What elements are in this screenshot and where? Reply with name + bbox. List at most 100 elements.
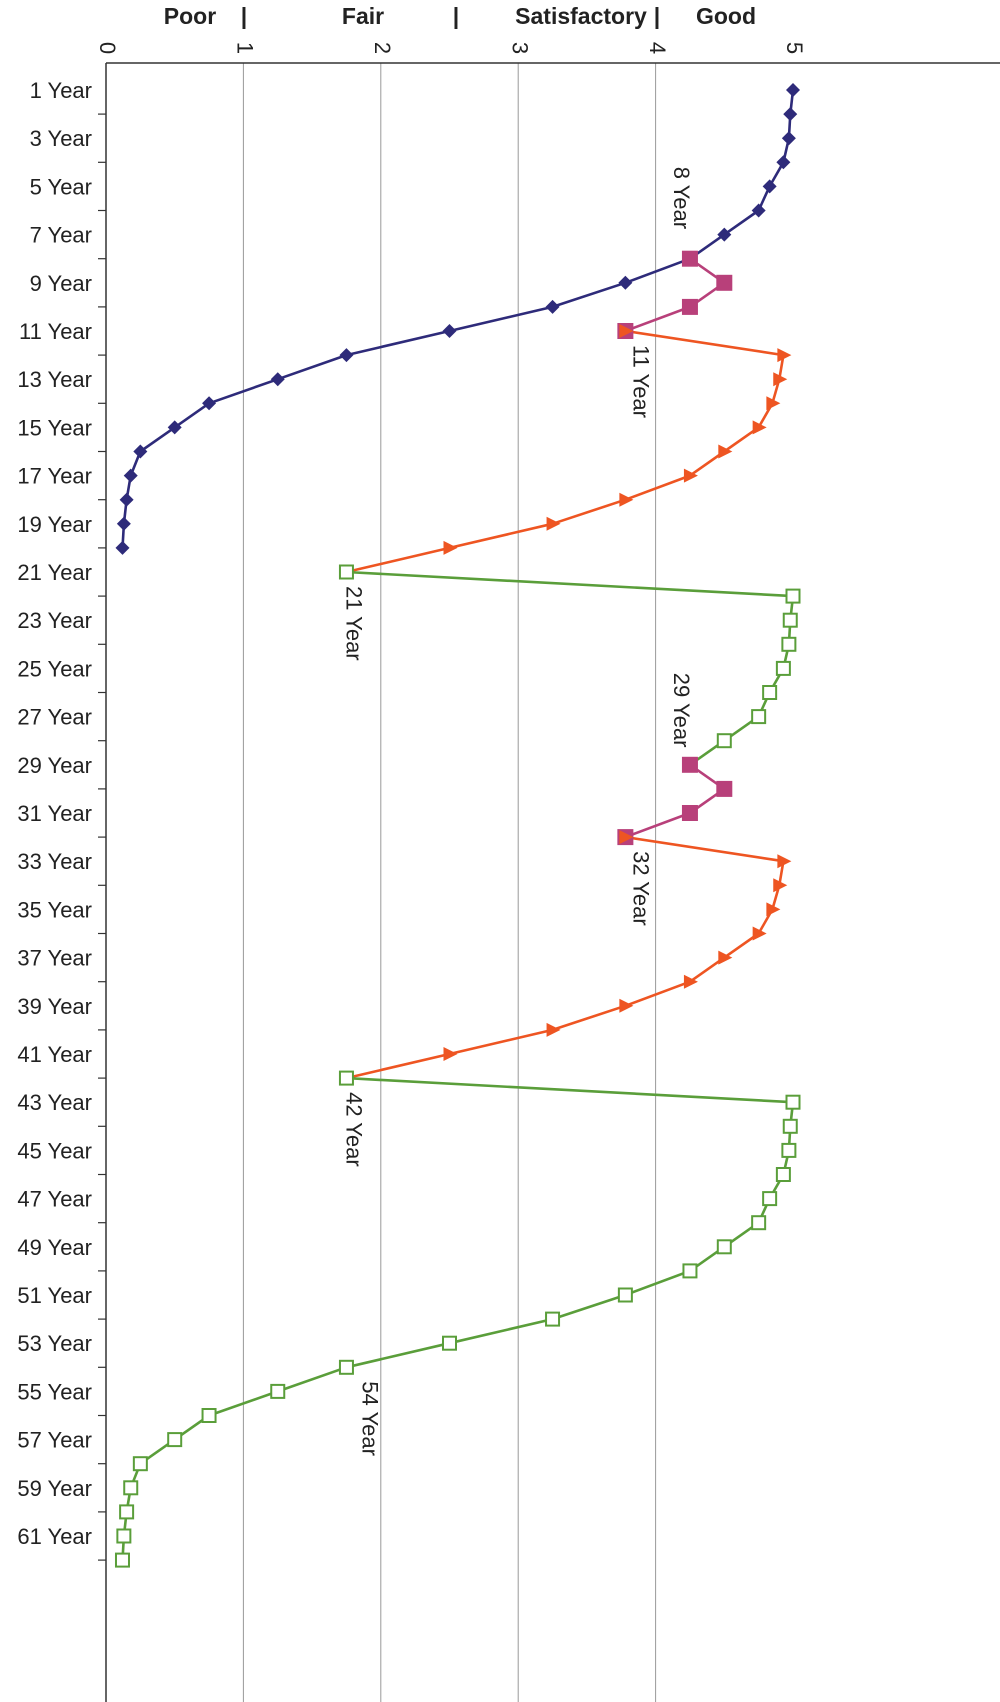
open-square-marker: [762, 1191, 778, 1207]
category-tick-label: 45 Year: [17, 1138, 92, 1163]
series-line-2: [624, 257, 726, 333]
open-square-marker: [782, 1118, 798, 1134]
triangle-marker: [546, 516, 561, 531]
open-square-marker: [716, 733, 732, 749]
category-tick-label: 57 Year: [17, 1428, 92, 1453]
axes: [98, 62, 1000, 1702]
diamond-marker: [776, 155, 791, 170]
triangle-marker: [683, 468, 698, 483]
annotation-label: 32 Year: [629, 851, 654, 926]
filled-square-marker: [681, 756, 698, 773]
open-square-marker: [775, 1167, 791, 1182]
triangle-marker: [619, 324, 634, 338]
value-tick-label: 1: [233, 42, 258, 54]
value-axis-ticks: 0 1 2 3 4 5: [95, 42, 807, 54]
diamond-marker: [202, 396, 217, 411]
diamond-marker: [123, 468, 138, 483]
category-tick-label: 39 Year: [17, 994, 92, 1019]
series-line-6: [346, 835, 785, 1080]
category-tick-label: 55 Year: [17, 1379, 92, 1404]
triangle-marker: [752, 420, 767, 435]
open-square-marker: [781, 1142, 797, 1158]
open-square-marker: [785, 1094, 801, 1110]
annotation-label: 29 Year: [669, 673, 694, 748]
rating-label: Poor: [164, 3, 216, 29]
open-square-marker: [775, 660, 791, 676]
annotation-label: 21 Year: [342, 586, 367, 661]
triangle-marker: [683, 974, 698, 989]
diamond-marker: [618, 275, 633, 290]
triangle-marker: [777, 348, 792, 363]
filled-square-marker: [716, 780, 733, 797]
open-square-marker: [716, 1239, 732, 1255]
filled-square-marker: [681, 250, 698, 267]
triangle-marker: [619, 492, 634, 507]
open-square-marker: [682, 1263, 698, 1279]
annotation-label: 42 Year: [342, 1092, 367, 1167]
rating-label: Satisfactory: [515, 3, 647, 29]
category-tick-label: 3 Year: [30, 126, 92, 151]
open-square-marker: [167, 1432, 183, 1448]
diamond-marker: [339, 348, 354, 363]
diamond-marker: [717, 227, 732, 242]
category-tick-label: 37 Year: [17, 946, 92, 971]
category-tick-label: 27 Year: [17, 705, 92, 730]
open-square-marker: [782, 612, 798, 628]
open-square-marker: [116, 1528, 132, 1544]
category-tick-label: 5 Year: [30, 174, 92, 199]
category-tick-label: 53 Year: [17, 1331, 92, 1356]
diamond-marker: [167, 420, 182, 435]
value-tick-label: 5: [782, 42, 807, 54]
annotation-label: 54 Year: [358, 1381, 383, 1456]
rating-label: |: [654, 3, 660, 29]
open-square-marker: [442, 1335, 457, 1351]
diamond-marker: [133, 444, 148, 459]
value-tick-label: 3: [507, 42, 532, 54]
series-line-1: [121, 89, 795, 548]
diamond-marker: [783, 107, 798, 122]
triangle-marker: [766, 396, 781, 411]
open-square-marker: [270, 1383, 286, 1399]
diamond-marker: [786, 83, 800, 97]
open-square-marker: [114, 1552, 130, 1568]
rating-label: Fair: [342, 3, 384, 29]
category-tick-label: 7 Year: [30, 223, 92, 248]
triangle-marker: [718, 444, 733, 459]
triangle-marker: [546, 1022, 561, 1037]
category-tick-label: 21 Year: [17, 560, 92, 585]
filled-square-marker: [716, 274, 733, 291]
triangle-marker: [777, 854, 792, 869]
category-tick-label: 51 Year: [17, 1283, 92, 1308]
series-line-5: [624, 763, 726, 839]
open-square-marker: [119, 1504, 135, 1520]
category-tick-label: 61 Year: [17, 1524, 92, 1549]
open-square-marker: [132, 1456, 148, 1472]
category-tick-label: 19 Year: [17, 512, 92, 537]
triangle-marker: [619, 830, 634, 845]
diamond-marker: [751, 203, 766, 218]
category-tick-label: 35 Year: [17, 897, 92, 922]
category-tick-label: 15 Year: [17, 415, 92, 440]
rating-label: Good: [696, 3, 756, 29]
value-tick-label: 2: [370, 42, 395, 54]
category-tick-label: 33 Year: [17, 849, 92, 874]
triangle-marker: [752, 926, 767, 941]
gridlines: [242, 63, 657, 1702]
rating-label: |: [241, 3, 247, 29]
diamond-marker: [781, 131, 796, 146]
category-tick-label: 47 Year: [17, 1187, 92, 1212]
filled-square-marker: [681, 805, 698, 821]
triangle-marker: [766, 902, 781, 917]
open-square-marker: [751, 1215, 767, 1231]
open-square-marker: [201, 1408, 217, 1423]
value-tick-label: 4: [645, 42, 670, 54]
triangle-marker: [718, 950, 733, 965]
series-line-7: [121, 1076, 795, 1561]
annotation-label: 8 Year: [669, 167, 694, 229]
category-tick-label: 25 Year: [17, 656, 92, 681]
triangle-marker: [443, 1047, 458, 1061]
open-square-marker: [545, 1311, 561, 1327]
diamond-marker: [270, 372, 285, 387]
category-tick-label: 41 Year: [17, 1042, 92, 1067]
open-square-marker: [781, 636, 797, 652]
